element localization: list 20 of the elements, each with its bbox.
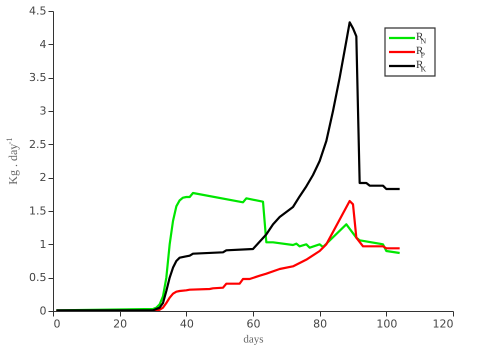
y-tick-label: 4.5 (29, 4, 46, 18)
y-tick-label: 3 (40, 104, 46, 118)
line-series (55, 21, 401, 311)
y-tick-label: 0 (40, 304, 46, 318)
x-tick-label: 40 (180, 318, 194, 330)
y-tick-label: 2.5 (29, 138, 46, 151)
x-tick-label: 80 (313, 318, 328, 330)
y-tick-label: 1.5 (29, 204, 46, 218)
y-tick-label: 4 (40, 38, 46, 51)
x-axis-title: days (243, 334, 264, 346)
x-tick-label: 20 (113, 318, 128, 330)
x-tick-label: 0 (54, 318, 60, 330)
x-tick-label: 120 (432, 318, 454, 330)
y-tick-label: 0.5 (29, 271, 46, 284)
x-tick-label: 60 (246, 318, 260, 330)
y-tick-label: 2 (40, 171, 46, 184)
y-tick-label: 3.5 (29, 71, 46, 84)
x-tick-label: 100 (376, 318, 398, 330)
y-tick-label: 1 (40, 238, 46, 251)
y-axis-title: Kg . day-1 (5, 137, 20, 185)
